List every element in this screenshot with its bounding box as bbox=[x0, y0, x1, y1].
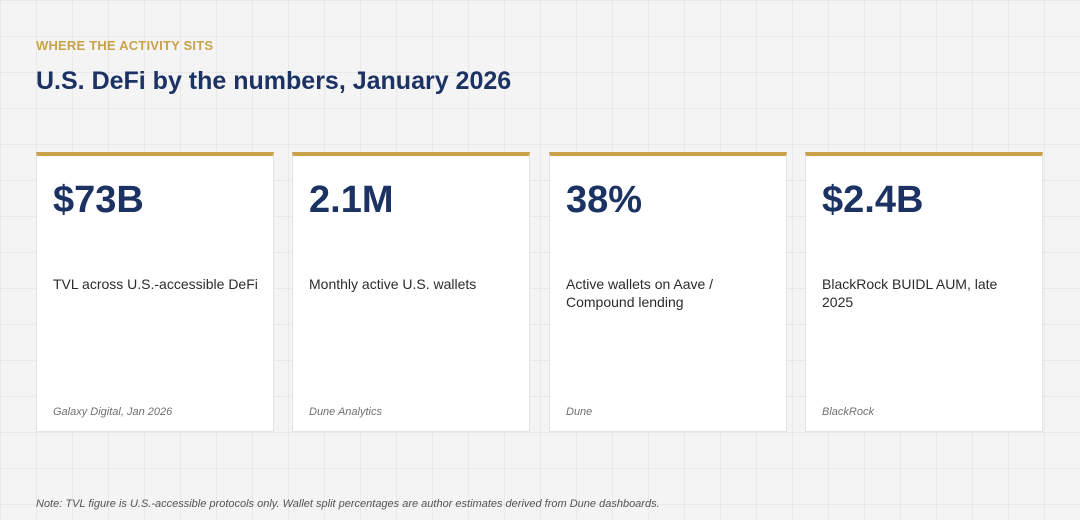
stat-label: TVL across U.S.-accessible DeFi bbox=[53, 276, 258, 292]
stat-source: Dune Analytics bbox=[309, 406, 382, 418]
footnote: Note: TVL figure is U.S.-accessible prot… bbox=[36, 498, 660, 510]
stat-value: 38% bbox=[566, 179, 643, 221]
stat-card-tvl: $73B TVL across U.S.-accessible DeFi Gal… bbox=[36, 152, 274, 432]
stat-value: $2.4B bbox=[822, 179, 924, 221]
stat-label: BlackRock BUIDL AUM, late 2025 bbox=[822, 276, 998, 310]
page-title: U.S. DeFi by the numbers, January 2026 bbox=[36, 67, 512, 95]
stat-label: Monthly active U.S. wallets bbox=[309, 276, 477, 292]
stat-source: Galaxy Digital, Jan 2026 bbox=[53, 406, 173, 418]
stat-value: 2.1M bbox=[309, 179, 394, 221]
stat-cards: $73B TVL across U.S.-accessible DeFi Gal… bbox=[36, 152, 1044, 432]
stat-card-wallets: 2.1M Monthly active U.S. wallets Dune An… bbox=[292, 152, 530, 432]
stat-card-lending-share: 38% Active wallets on Aave / Compound le… bbox=[549, 152, 787, 432]
stat-label: Active wallets on Aave / Compound lendin… bbox=[566, 276, 714, 310]
stat-card-buidl-aum: $2.4B BlackRock BUIDL AUM, late 2025 Bla… bbox=[805, 152, 1043, 432]
stat-value: $73B bbox=[53, 179, 144, 221]
section-eyebrow: WHERE THE ACTIVITY SITS bbox=[36, 38, 214, 53]
stat-source: BlackRock bbox=[822, 406, 874, 418]
stat-source: Dune bbox=[566, 406, 593, 418]
